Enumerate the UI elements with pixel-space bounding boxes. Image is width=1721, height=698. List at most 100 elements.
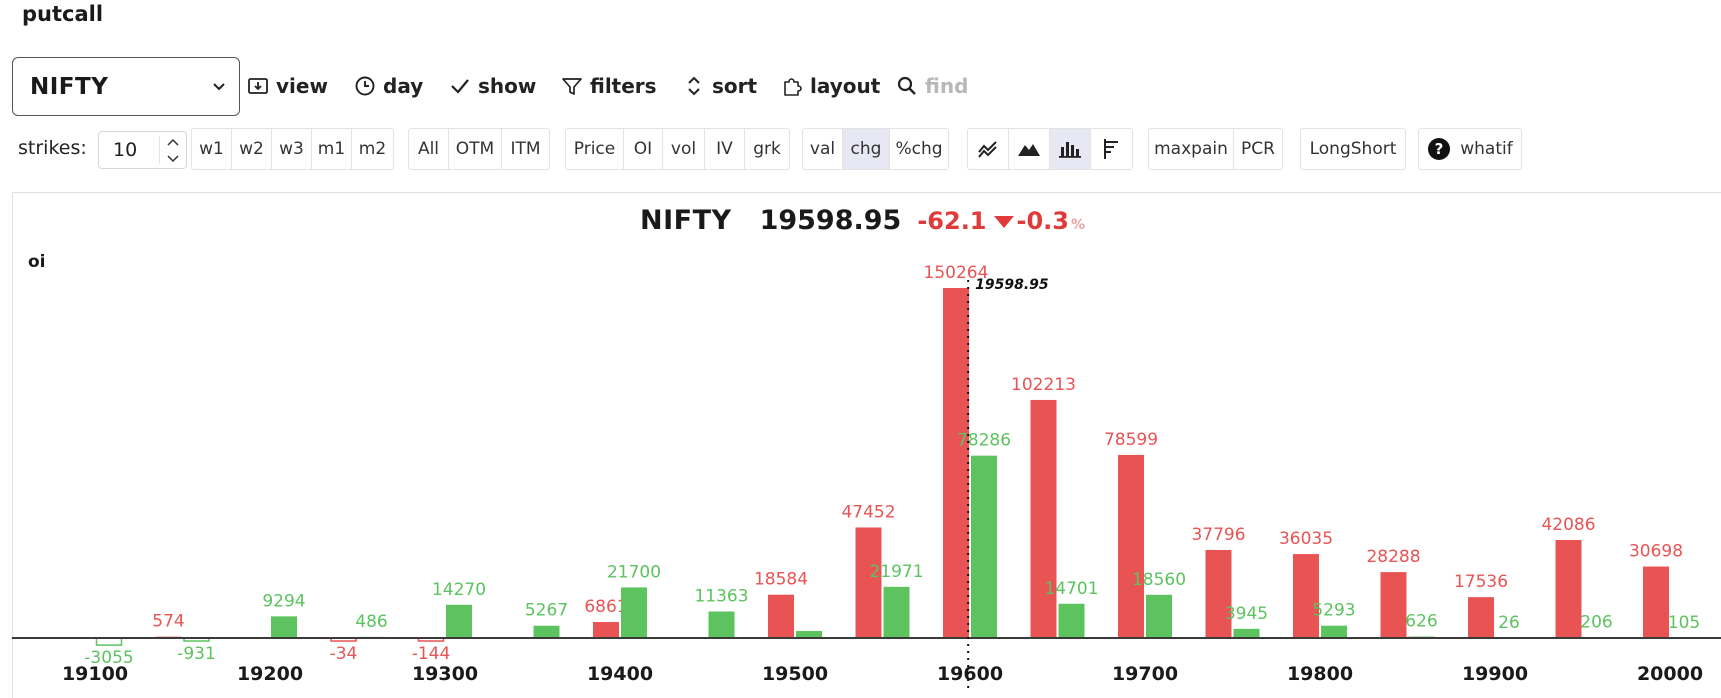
app-title: putcall — [22, 2, 104, 26]
bar-chart-icon — [1059, 142, 1081, 158]
bar-put-19200 — [271, 616, 297, 638]
expiry-w3-button[interactable]: w3 — [272, 129, 312, 169]
data-label-put-19350: 5267 — [525, 601, 568, 621]
line-chart-button[interactable] — [968, 129, 1009, 169]
filter-icon — [562, 78, 582, 95]
chevron-down-icon[interactable] — [163, 150, 183, 166]
x-tick-19700: 19700 — [1112, 663, 1178, 685]
metric-oi-button[interactable]: OI — [624, 129, 663, 169]
data-label-call-19900: 17536 — [1454, 572, 1508, 592]
data-label-put-19400: 21700 — [607, 562, 661, 582]
metric-greeks-button[interactable]: grk — [753, 139, 781, 159]
x-tick-19100: 19100 — [62, 663, 128, 685]
question-circle-icon: ? — [1428, 138, 1451, 160]
bar-call-19700 — [1118, 454, 1144, 638]
data-label-call-19700: 78599 — [1104, 430, 1158, 450]
longshort-group: LongShort — [1300, 128, 1406, 170]
bar-put-19450 — [708, 611, 735, 638]
quote-price: 19598.95 — [759, 205, 902, 236]
sort-button[interactable]: sort — [683, 70, 757, 102]
data-label-put-19700: 18560 — [1132, 570, 1186, 590]
horizontal-bar-button[interactable] — [1091, 129, 1132, 169]
data-label-call-19850: 28288 — [1366, 547, 1420, 567]
maxpain-button[interactable]: maxpain — [1149, 129, 1234, 169]
strikes-label: strikes: — [18, 137, 87, 159]
strikes-stepper[interactable]: 10 — [98, 131, 187, 169]
bar-call-19500 — [768, 594, 794, 638]
data-label-put-19950: 206 — [1580, 613, 1612, 633]
data-label-put-19550: 21971 — [869, 562, 923, 582]
moneyness-itm-button[interactable]: ITM — [510, 139, 541, 159]
bar-call-19550 — [855, 527, 882, 638]
moneyness-otm-button[interactable]: OTM — [449, 129, 502, 169]
bar-call-19800 — [1293, 554, 1319, 638]
filters-label: filters — [590, 74, 657, 98]
svg-text:?: ? — [1435, 140, 1444, 158]
data-label-call-19750: 37796 — [1191, 525, 1245, 545]
bar-call-19850 — [1380, 572, 1407, 638]
filters-button[interactable]: filters — [561, 70, 657, 102]
x-tick-19600: 19600 — [937, 663, 1003, 685]
metric-vol-button[interactable]: vol — [663, 129, 705, 169]
pcr-button[interactable]: PCR — [1241, 139, 1275, 159]
data-label-put-19650: 14701 — [1044, 579, 1098, 599]
mode-chg-button[interactable]: chg — [843, 129, 890, 169]
data-label-put-20000: 105 — [1668, 613, 1700, 633]
day-label: day — [383, 74, 424, 98]
chevron-up-icon[interactable] — [163, 135, 183, 151]
checkmark-icon — [451, 79, 469, 94]
chart-type-group — [967, 128, 1133, 170]
view-button[interactable]: view — [247, 70, 328, 102]
ticker-select[interactable]: NIFTY — [12, 57, 240, 116]
data-label-call-19150: 574 — [152, 612, 184, 632]
metric-iv-button[interactable]: IV — [705, 129, 745, 169]
data-label-call-19250: -34 — [330, 644, 358, 664]
quote-header: NIFTY 19598.95 -62.1 -0.3 % — [640, 205, 1085, 245]
chevron-down-icon — [213, 83, 225, 91]
layout-button[interactable]: layout — [781, 70, 880, 102]
data-label-put-19800: 5293 — [1312, 601, 1355, 621]
spot-price-label: 19598.95 — [975, 277, 1049, 293]
sort-label: sort — [712, 74, 758, 98]
x-tick-19300: 19300 — [412, 663, 478, 685]
expiry-m2-button[interactable]: m2 — [358, 139, 387, 159]
mode-val-button[interactable]: val — [803, 129, 843, 169]
show-label: show — [478, 74, 537, 98]
bar-chart-button[interactable] — [1050, 129, 1091, 169]
data-label-put-19300: 14270 — [432, 580, 486, 600]
expiry-group: w1 w2 w3 m1 m2 — [191, 128, 394, 170]
moneyness-all-button[interactable]: All — [409, 129, 449, 169]
whatif-group: ? whatif — [1418, 128, 1522, 170]
quote-change-pct: -0.3 — [1016, 207, 1069, 235]
show-button[interactable]: show — [449, 70, 536, 102]
x-tick-19400: 19400 — [587, 663, 653, 685]
expiry-w1-button[interactable]: w1 — [192, 129, 232, 169]
bar-put-19750 — [1233, 628, 1260, 638]
bar-put-19500 — [796, 631, 822, 638]
day-button[interactable]: day — [354, 70, 423, 102]
bar-call-19950 — [1555, 539, 1582, 638]
bar-call-19600 — [943, 288, 969, 638]
whatif-button[interactable]: ? whatif — [1419, 129, 1521, 169]
expiry-m1-button[interactable]: m1 — [312, 129, 352, 169]
quote-pct-sign: % — [1071, 217, 1086, 233]
longshort-button[interactable]: LongShort — [1309, 139, 1397, 159]
x-tick-19900: 19900 — [1462, 663, 1528, 685]
expiry-w2-button[interactable]: w2 — [232, 129, 272, 169]
stepper-divider — [159, 136, 160, 164]
bar-call-19900 — [1468, 597, 1494, 638]
whatif-label: whatif — [1460, 139, 1513, 159]
x-tick-20000: 20000 — [1637, 663, 1703, 685]
bar-put-19550 — [883, 586, 910, 638]
download-folder-icon — [248, 78, 268, 94]
quote-change: -62.1 — [917, 207, 987, 235]
find-button[interactable]: find — [896, 70, 968, 102]
data-label-put-19150: -931 — [177, 644, 216, 664]
data-label-put-19250: 486 — [355, 612, 387, 632]
metric-price-button[interactable]: Price — [566, 129, 624, 169]
mode-pctchg-button[interactable]: %chg — [895, 139, 943, 159]
data-label-put-19750: 3945 — [1225, 604, 1268, 624]
data-label-call-19300: -144 — [412, 644, 451, 664]
area-chart-button[interactable] — [1009, 129, 1050, 169]
